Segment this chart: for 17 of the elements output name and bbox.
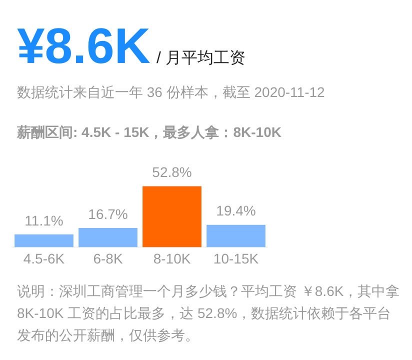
bar [78,228,138,248]
x-tick-label: 4.5-6K [23,250,66,266]
chart-subtitle: / 月平均工资 [156,49,246,69]
data-label: 16.7% [88,206,128,222]
x-tick-label: 6-8K [93,250,124,266]
text: 数据统计来自近一年 36 份样本，截至 2020-11-12 [16,84,326,102]
text: 薪酬区间: 4.5K - 15K，最多人拿：8K-10K [16,124,282,142]
bar [14,234,74,248]
bar [206,224,266,248]
bar [142,186,202,248]
data-label: 19.4% [216,202,256,219]
data-label: 11.1% [24,212,64,228]
text: 说明：深圳工商管理一个月多少钱？平均工资 ￥8.6K，其中拿 8K-10K 工资的占比最多，达 52.8%，数据统计依赖于各平台发布的公开薪酬，仅供参考。 [16,282,401,345]
x-tick-label: 10-15K [213,250,260,266]
x-tick-label: 8-10K [153,250,192,266]
chart-title: ¥8.6K [17,18,150,74]
data-label: 52.8% [152,164,192,180]
